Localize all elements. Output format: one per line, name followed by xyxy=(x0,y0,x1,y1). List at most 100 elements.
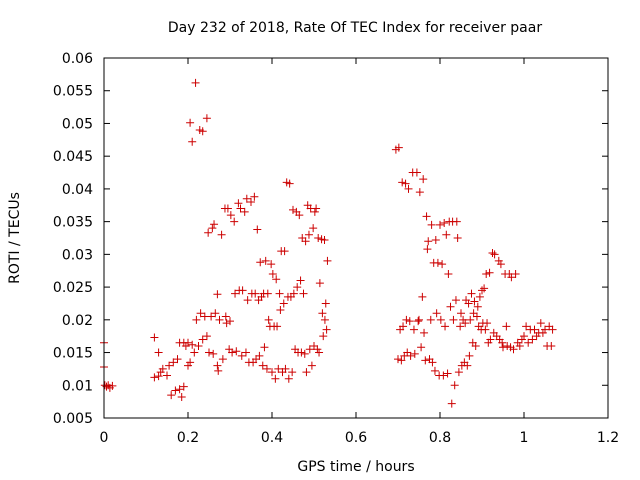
data-point xyxy=(221,312,230,321)
data-point xyxy=(447,399,456,408)
data-point xyxy=(186,118,195,127)
y-tick-label: 0.02 xyxy=(62,313,93,329)
y-tick-label: 0.03 xyxy=(62,247,93,263)
data-point xyxy=(150,373,159,382)
data-point xyxy=(439,371,448,380)
data-point xyxy=(503,342,512,350)
data-point xyxy=(418,292,427,301)
data-point xyxy=(251,289,260,298)
y-tick-label: 0.05 xyxy=(62,116,93,132)
chart-title: Day 232 of 2018, Rate Of TEC Index for r… xyxy=(168,20,542,36)
data-point xyxy=(428,358,437,367)
data-point xyxy=(236,204,245,213)
data-point xyxy=(279,299,288,308)
data-point xyxy=(263,289,272,298)
data-point xyxy=(402,315,411,324)
data-point xyxy=(268,368,276,377)
data-point xyxy=(108,381,117,390)
data-point xyxy=(404,184,413,193)
data-point xyxy=(541,325,549,334)
data-point xyxy=(188,340,197,349)
data-point xyxy=(488,249,497,258)
data-point xyxy=(262,364,271,373)
data-point xyxy=(226,211,235,220)
data-point xyxy=(223,204,232,213)
y-tick-label: 0.045 xyxy=(53,149,93,165)
data-point xyxy=(253,225,262,234)
data-point xyxy=(469,309,478,318)
y-axis-label: ROTI / TECUs xyxy=(7,192,23,284)
data-point xyxy=(470,297,479,306)
data-point xyxy=(186,358,195,367)
data-point xyxy=(467,289,476,298)
data-point xyxy=(304,230,313,239)
data-point xyxy=(436,315,445,324)
data-point xyxy=(301,237,310,246)
data-point xyxy=(191,78,200,87)
data-point xyxy=(319,332,328,341)
data-point xyxy=(454,368,463,377)
data-point xyxy=(273,322,282,331)
data-point xyxy=(511,270,520,278)
x-axis-label: GPS time / hours xyxy=(297,459,414,475)
data-point xyxy=(217,230,226,239)
data-point xyxy=(502,322,511,331)
data-point xyxy=(260,343,269,352)
data-point xyxy=(417,343,426,352)
data-point xyxy=(394,355,402,364)
data-point xyxy=(314,234,323,242)
data-point xyxy=(522,322,531,331)
data-point xyxy=(415,315,423,324)
data-point xyxy=(315,279,324,288)
data-point xyxy=(471,342,480,350)
data-point xyxy=(320,315,329,324)
data-point xyxy=(318,309,327,318)
data-point xyxy=(414,317,423,326)
data-point xyxy=(515,342,524,350)
data-point xyxy=(450,381,459,390)
data-point xyxy=(288,368,297,377)
data-point xyxy=(507,273,516,282)
data-point xyxy=(211,309,220,318)
y-tick-label: 0.055 xyxy=(53,84,93,100)
data-point xyxy=(264,315,273,324)
data-point xyxy=(202,114,211,123)
data-point xyxy=(403,348,412,357)
data-point xyxy=(431,235,440,244)
data-point xyxy=(198,127,207,136)
x-tick-label: 0.2 xyxy=(177,430,199,446)
data-point xyxy=(440,218,449,227)
data-point xyxy=(513,338,522,347)
y-tick-label: 0.04 xyxy=(62,182,93,198)
data-point xyxy=(184,361,192,370)
data-point xyxy=(209,349,218,358)
data-point xyxy=(300,349,309,358)
data-point xyxy=(210,220,219,229)
data-point xyxy=(307,361,316,370)
data-point xyxy=(422,212,431,221)
x-tick-label: 0.6 xyxy=(345,430,367,446)
data-point xyxy=(222,319,231,328)
data-point xyxy=(452,217,461,226)
data-point xyxy=(410,349,419,358)
data-point xyxy=(427,220,436,229)
data-point xyxy=(406,351,415,360)
data-point xyxy=(430,366,439,375)
data-point xyxy=(258,361,267,370)
data-point xyxy=(238,286,247,295)
data-point xyxy=(478,286,486,295)
data-point xyxy=(171,386,180,395)
data-point xyxy=(446,302,455,311)
data-point xyxy=(297,348,306,357)
data-point xyxy=(284,374,293,383)
plot-frame xyxy=(103,57,609,419)
x-tick-label: 0.8 xyxy=(429,430,451,446)
data-point xyxy=(310,207,319,216)
x-tick-label: 1.2 xyxy=(597,430,619,446)
data-point xyxy=(167,391,176,400)
data-point xyxy=(218,355,227,364)
data-point xyxy=(444,270,453,278)
data-points xyxy=(100,78,557,408)
y-tick-label: 0.035 xyxy=(53,215,93,231)
